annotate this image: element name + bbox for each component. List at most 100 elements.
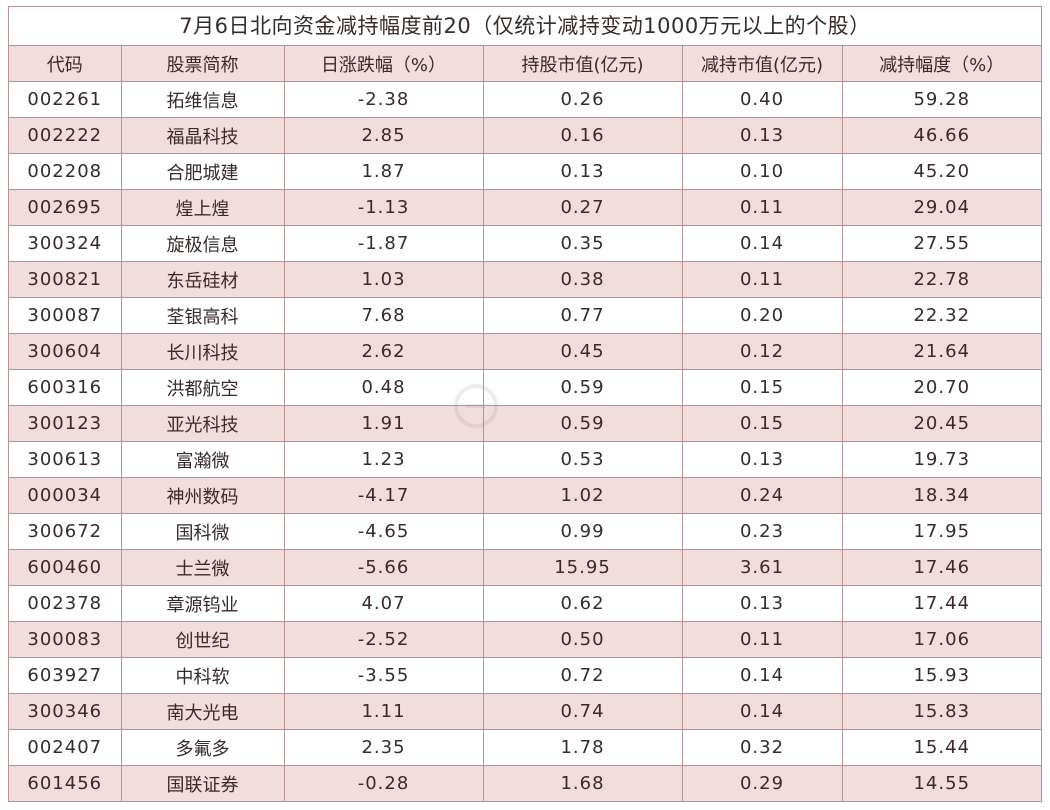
cell-change: -1.13	[284, 189, 484, 226]
cell-code: 300821	[9, 261, 122, 298]
cell-code: 300087	[9, 297, 122, 334]
cell-ratio: 17.46	[842, 549, 1041, 586]
cell-reduced: 0.10	[682, 153, 843, 190]
cell-ratio: 18.34	[842, 477, 1041, 514]
data-table-container: 7月6日北向资金减持幅度前20（仅统计减持变动1000万元以上的个股） 代码 股…	[8, 6, 1042, 802]
cell-code: 300324	[9, 225, 122, 262]
cell-name: 洪都航空	[121, 369, 285, 406]
cell-code: 002407	[9, 729, 122, 766]
cell-ratio: 15.93	[842, 657, 1041, 694]
cell-holding: 0.35	[483, 225, 683, 262]
cell-holding: 0.99	[483, 513, 683, 550]
cell-change: 1.03	[284, 261, 484, 298]
cell-holding: 0.59	[483, 405, 683, 442]
cell-change: -3.55	[284, 657, 484, 694]
cell-change: 4.07	[284, 585, 484, 622]
cell-holding: 0.74	[483, 693, 683, 730]
cell-code: 000034	[9, 477, 122, 514]
cell-code: 600316	[9, 369, 122, 406]
table-row: 300604 长川科技 2.62 0.45 0.12 21.64	[9, 333, 1041, 370]
cell-reduced: 0.13	[682, 441, 843, 478]
cell-holding: 0.72	[483, 657, 683, 694]
table-row: 002222 福晶科技 2.85 0.16 0.13 46.66	[9, 117, 1041, 154]
header-name: 股票简称	[121, 46, 285, 82]
cell-reduced: 0.11	[682, 621, 843, 658]
table-row: 002378 章源钨业 4.07 0.62 0.13 17.44	[9, 585, 1041, 622]
cell-code: 002261	[9, 81, 122, 118]
cell-reduced: 0.14	[682, 225, 843, 262]
cell-change: -5.66	[284, 549, 484, 586]
header-row: 代码 股票简称 日涨跌幅（%） 持股市值(亿元) 减持市值(亿元) 减持幅度（%…	[9, 46, 1041, 82]
cell-name: 长川科技	[121, 333, 285, 370]
cell-change: 1.23	[284, 441, 484, 478]
cell-name: 章源钨业	[121, 585, 285, 622]
cell-change: 2.62	[284, 333, 484, 370]
cell-change: 1.11	[284, 693, 484, 730]
header-change: 日涨跌幅（%）	[284, 46, 484, 82]
cell-change: -0.28	[284, 765, 484, 801]
cell-code: 002208	[9, 153, 122, 190]
cell-holding: 0.38	[483, 261, 683, 298]
cell-ratio: 14.55	[842, 765, 1041, 801]
cell-change: -4.65	[284, 513, 484, 550]
table-row: 000034 神州数码 -4.17 1.02 0.24 18.34	[9, 477, 1041, 514]
cell-ratio: 27.55	[842, 225, 1041, 262]
table-row: 300821 东岳硅材 1.03 0.38 0.11 22.78	[9, 261, 1041, 298]
table-row: 002261 拓维信息 -2.38 0.26 0.40 59.28	[9, 81, 1041, 118]
table-row: 300613 富瀚微 1.23 0.53 0.13 19.73	[9, 441, 1041, 478]
cell-name: 中科软	[121, 657, 285, 694]
table-row: 600316 洪都航空 0.48 0.59 0.15 20.70	[9, 369, 1041, 406]
cell-name: 福晶科技	[121, 117, 285, 154]
cell-ratio: 21.64	[842, 333, 1041, 370]
cell-reduced: 0.20	[682, 297, 843, 334]
cell-holding: 1.78	[483, 729, 683, 766]
table-title: 7月6日北向资金减持幅度前20（仅统计减持变动1000万元以上的个股）	[9, 7, 1041, 46]
cell-holding: 0.53	[483, 441, 683, 478]
cell-name: 合肥城建	[121, 153, 285, 190]
cell-code: 002222	[9, 117, 122, 154]
cell-ratio: 20.45	[842, 405, 1041, 442]
table-row: 002695 煌上煌 -1.13 0.27 0.11 29.04	[9, 189, 1041, 226]
cell-name: 亚光科技	[121, 405, 285, 442]
cell-name: 南大光电	[121, 693, 285, 730]
table-row: 601456 国联证券 -0.28 1.68 0.29 14.55	[9, 765, 1041, 801]
header-code: 代码	[9, 46, 122, 82]
cell-change: -1.87	[284, 225, 484, 262]
cell-code: 300346	[9, 693, 122, 730]
cell-change: 2.35	[284, 729, 484, 766]
cell-code: 300083	[9, 621, 122, 658]
cell-name: 多氟多	[121, 729, 285, 766]
cell-change: 0.48	[284, 369, 484, 406]
cell-holding: 0.16	[483, 117, 683, 154]
cell-code: 601456	[9, 765, 122, 801]
cell-code: 300604	[9, 333, 122, 370]
table-row: 600460 士兰微 -5.66 15.95 3.61 17.46	[9, 549, 1041, 586]
cell-code: 002695	[9, 189, 122, 226]
cell-ratio: 17.06	[842, 621, 1041, 658]
cell-change: -2.38	[284, 81, 484, 118]
cell-name: 神州数码	[121, 477, 285, 514]
cell-holding: 0.13	[483, 153, 683, 190]
cell-name: 煌上煌	[121, 189, 285, 226]
cell-holding: 15.95	[483, 549, 683, 586]
cell-change: -2.52	[284, 621, 484, 658]
cell-change: 2.85	[284, 117, 484, 154]
cell-reduced: 0.14	[682, 693, 843, 730]
table-row: 300083 创世纪 -2.52 0.50 0.11 17.06	[9, 621, 1041, 658]
header-holding: 持股市值(亿元)	[483, 46, 683, 82]
cell-ratio: 46.66	[842, 117, 1041, 154]
table-row: 300087 荃银高科 7.68 0.77 0.20 22.32	[9, 297, 1041, 334]
header-ratio: 减持幅度（%）	[842, 46, 1041, 82]
cell-ratio: 17.44	[842, 585, 1041, 622]
cell-name: 东岳硅材	[121, 261, 285, 298]
cell-ratio: 15.83	[842, 693, 1041, 730]
cell-ratio: 29.04	[842, 189, 1041, 226]
cell-code: 300672	[9, 513, 122, 550]
cell-holding: 0.45	[483, 333, 683, 370]
table-row: 603927 中科软 -3.55 0.72 0.14 15.93	[9, 657, 1041, 694]
cell-change: -4.17	[284, 477, 484, 514]
cell-change: 1.87	[284, 153, 484, 190]
table-row: 002407 多氟多 2.35 1.78 0.32 15.44	[9, 729, 1041, 766]
cell-holding: 0.50	[483, 621, 683, 658]
cell-ratio: 15.44	[842, 729, 1041, 766]
